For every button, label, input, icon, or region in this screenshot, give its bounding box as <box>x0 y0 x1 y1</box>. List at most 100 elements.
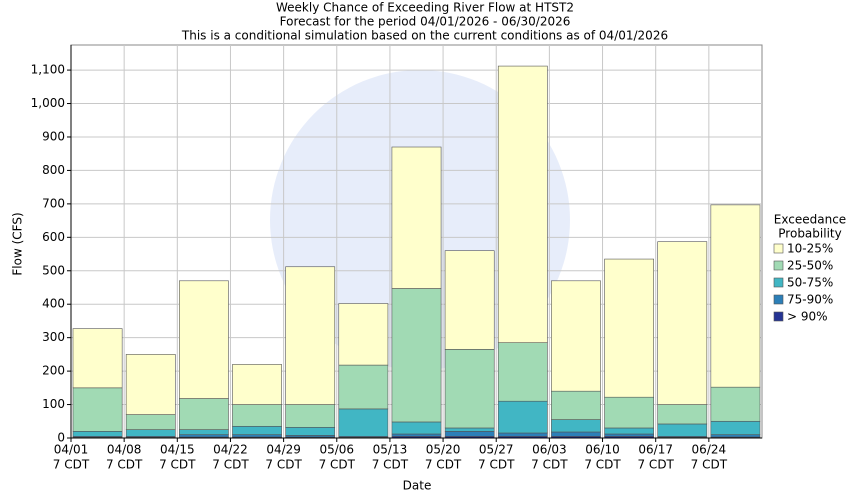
bar-segment <box>285 266 336 405</box>
bar-segment <box>179 429 229 435</box>
x-tick-sublabel: 7 CDT <box>584 458 621 472</box>
legend-label: 75-90% <box>787 293 833 307</box>
y-tick-label: 800 <box>42 163 65 177</box>
x-tick-sublabel: 7 CDT <box>265 458 302 472</box>
bar-segment <box>604 396 654 429</box>
legend-title: Probability <box>778 227 841 241</box>
x-tick-sublabel: 7 CDT <box>53 458 90 472</box>
bar-segment <box>72 328 123 389</box>
legend-swatch <box>773 243 784 254</box>
x-tick-label: 05/27 <box>479 443 514 457</box>
bar-segment <box>444 431 495 437</box>
bar-segment <box>125 414 176 430</box>
bar-segment <box>657 423 708 437</box>
bar-segment <box>551 419 601 433</box>
bar-segment <box>391 288 442 423</box>
bar-segment <box>551 280 601 392</box>
chart-title: Weekly Chance of Exceeding River Flow at… <box>276 1 574 15</box>
bar-segment <box>338 303 389 366</box>
bar-segment <box>72 387 123 432</box>
bar-segment <box>72 431 123 437</box>
chart-subtitle: This is a conditional simulation based o… <box>181 29 668 43</box>
x-tick-label: 06/03 <box>532 443 567 457</box>
chart-subtitle: Forecast for the period 04/01/2026 - 06/… <box>280 15 571 29</box>
bar-segment <box>338 408 389 437</box>
y-tick-label: 1,100 <box>31 63 65 77</box>
x-tick-sublabel: 7 CDT <box>478 458 515 472</box>
x-tick-label: 06/17 <box>638 443 673 457</box>
bar-segment <box>391 433 442 437</box>
bar-segment <box>657 241 708 405</box>
x-tick-sublabel: 7 CDT <box>637 458 674 472</box>
x-tick-sublabel: 7 CDT <box>212 458 249 472</box>
bar-segment <box>710 420 761 435</box>
bar-segment <box>444 250 495 350</box>
bar-segment <box>551 390 601 420</box>
x-tick-sublabel: 7 CDT <box>691 458 728 472</box>
bar-segment <box>285 404 336 428</box>
y-tick-label: 0 <box>57 431 65 445</box>
y-tick-label: 500 <box>42 263 65 277</box>
y-tick-label: 700 <box>42 196 65 210</box>
legend-label: 50-75% <box>787 276 833 290</box>
x-axis-label: Date <box>403 479 432 493</box>
legend-swatch <box>773 260 784 271</box>
y-axis-label: Flow (CFS) <box>11 212 25 275</box>
legend-label: 25-50% <box>787 259 833 273</box>
bar-segment <box>125 429 176 437</box>
x-tick-sublabel: 7 CDT <box>319 458 356 472</box>
bar-segment <box>710 434 761 438</box>
bar-segment <box>604 433 654 437</box>
bar-segment <box>710 204 761 388</box>
x-tick-label: 05/13 <box>373 443 408 457</box>
y-tick-label: 200 <box>42 364 65 378</box>
x-tick-label: 04/29 <box>266 443 301 457</box>
y-tick-label: 600 <box>42 230 65 244</box>
x-tick-label: 06/24 <box>692 443 727 457</box>
bar-segment <box>710 386 761 422</box>
y-tick-label: 900 <box>42 129 65 143</box>
bar-segment <box>497 400 548 434</box>
y-tick-label: 300 <box>42 330 65 344</box>
bar-segment <box>179 398 229 430</box>
x-tick-label: 05/20 <box>426 443 461 457</box>
y-tick-label: 100 <box>42 397 65 411</box>
bar-segment <box>232 425 282 435</box>
bar-segment <box>232 404 282 427</box>
legend-label: 10-25% <box>787 242 833 256</box>
legend-swatch <box>773 311 784 322</box>
bar-segment <box>604 258 654 398</box>
x-tick-label: 06/10 <box>585 443 620 457</box>
bar-segment <box>125 354 176 415</box>
x-tick-label: 04/15 <box>160 443 195 457</box>
bar-segment <box>338 364 389 410</box>
bar-segment <box>497 65 548 343</box>
bar-segment <box>657 404 708 425</box>
legend-title: Exceedance <box>774 213 846 227</box>
legend-label: > 90% <box>787 310 828 324</box>
bar-segment <box>604 427 654 435</box>
bar-segment <box>444 427 495 432</box>
bar-segment <box>179 280 229 399</box>
x-tick-label: 04/22 <box>213 443 248 457</box>
x-tick-sublabel: 7 CDT <box>531 458 568 472</box>
y-tick-label: 400 <box>42 297 65 311</box>
bar-segment <box>497 432 548 437</box>
bar-segment <box>391 421 442 435</box>
bar-segment <box>497 342 548 402</box>
x-tick-label: 04/08 <box>107 443 142 457</box>
legend-swatch <box>773 294 784 305</box>
bar-segment <box>232 364 282 405</box>
x-tick-sublabel: 7 CDT <box>159 458 196 472</box>
bar-segment <box>391 146 442 289</box>
y-tick-label: 1,000 <box>31 96 65 110</box>
x-tick-sublabel: 7 CDT <box>372 458 409 472</box>
bar-segment <box>551 431 601 437</box>
x-tick-sublabel: 7 CDT <box>425 458 462 472</box>
bar-segment <box>444 349 495 429</box>
x-tick-label: 05/06 <box>319 443 354 457</box>
x-tick-sublabel: 7 CDT <box>106 458 143 472</box>
bar-segment <box>285 426 336 436</box>
x-tick-label: 04/01 <box>54 443 89 457</box>
